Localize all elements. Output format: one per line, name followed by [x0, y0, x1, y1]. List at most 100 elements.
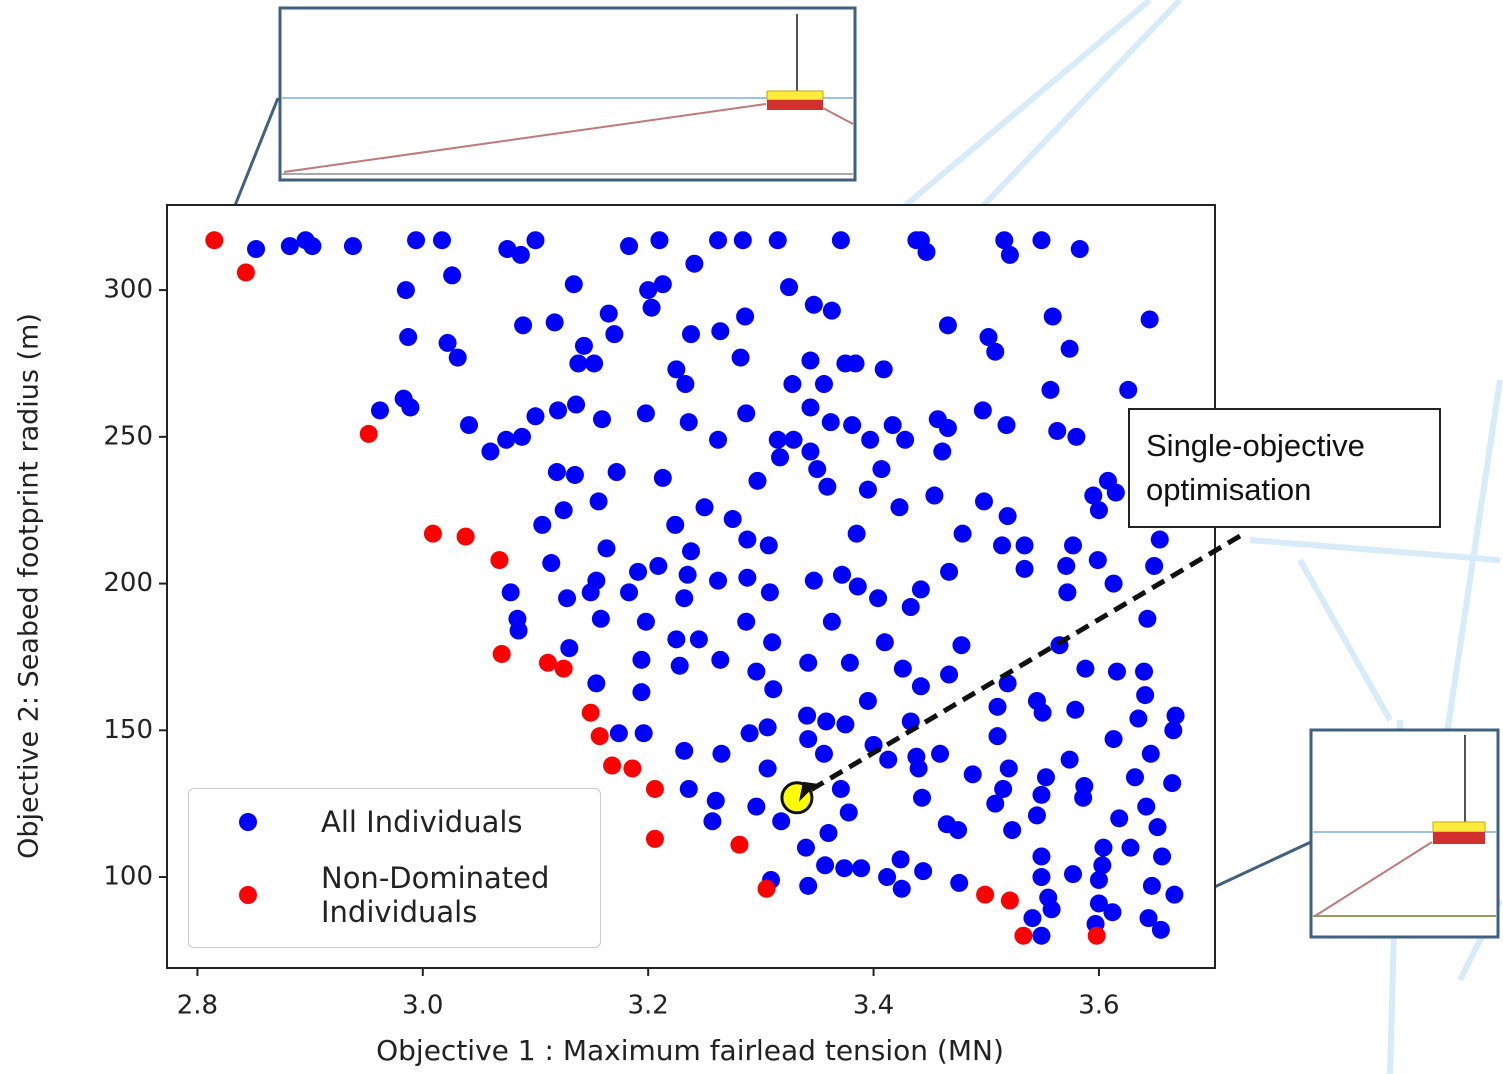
point [1027, 806, 1046, 825]
point [1165, 885, 1184, 904]
point [835, 859, 854, 878]
point [938, 419, 957, 438]
point [423, 524, 442, 543]
point [890, 498, 909, 517]
point [1060, 750, 1079, 769]
point [801, 442, 820, 461]
point [569, 354, 588, 373]
point [979, 328, 998, 347]
point [678, 565, 697, 584]
point [587, 674, 606, 693]
point [1033, 703, 1052, 722]
x-tick-label: 3.6 [1078, 991, 1119, 1021]
point [407, 231, 426, 250]
point [1060, 339, 1079, 358]
point [565, 465, 584, 484]
point [846, 354, 865, 373]
point [709, 231, 728, 250]
point [497, 430, 516, 449]
point [847, 524, 866, 543]
point [858, 480, 877, 499]
point [581, 703, 600, 722]
point [1000, 891, 1019, 910]
point [712, 744, 731, 763]
point [758, 759, 777, 778]
point [974, 492, 993, 511]
point [911, 580, 930, 599]
point [695, 498, 714, 517]
point [1032, 785, 1051, 804]
point [963, 765, 982, 784]
point [1145, 556, 1164, 575]
point [682, 542, 700, 561]
point [950, 873, 969, 892]
point [730, 835, 749, 854]
point [952, 636, 971, 655]
y-axis-label: Objective 2: Seabed footprint radius (m) [14, 313, 45, 859]
x-tick-label: 2.8 [177, 991, 218, 1021]
point [634, 724, 653, 743]
point [768, 430, 787, 449]
point [512, 427, 531, 446]
point [591, 609, 610, 628]
point [1093, 856, 1112, 875]
point [526, 231, 545, 250]
point [642, 298, 661, 317]
point [1142, 876, 1161, 895]
point [736, 307, 755, 326]
point [492, 644, 511, 663]
point [706, 791, 725, 810]
point [804, 295, 823, 314]
legend-marker [239, 886, 257, 904]
point [670, 656, 689, 675]
point [848, 577, 867, 596]
point [438, 333, 457, 352]
point [1104, 574, 1123, 593]
point [481, 442, 500, 461]
point [650, 231, 669, 250]
point [757, 879, 776, 898]
point [993, 536, 1012, 555]
point [1032, 926, 1051, 945]
point [783, 375, 802, 394]
point [772, 812, 791, 831]
point [940, 562, 959, 581]
point [667, 360, 686, 379]
point [1140, 310, 1159, 329]
point [711, 650, 730, 669]
point [1048, 421, 1067, 440]
point [607, 463, 626, 482]
point [359, 424, 378, 443]
point [709, 430, 728, 449]
point [798, 706, 817, 725]
point [861, 430, 880, 449]
point [1070, 240, 1089, 259]
point [542, 554, 561, 573]
point [685, 254, 704, 273]
point [731, 348, 750, 367]
point [1166, 706, 1185, 725]
point [999, 759, 1018, 778]
point [649, 556, 668, 575]
point [784, 430, 803, 449]
point [592, 410, 611, 429]
point [833, 565, 852, 584]
x-tick-label: 3.4 [853, 991, 894, 1021]
point [738, 568, 757, 587]
point [511, 245, 530, 264]
point [1089, 894, 1108, 913]
point [1129, 709, 1148, 728]
point [874, 360, 893, 379]
point [560, 639, 579, 658]
point [836, 715, 855, 734]
point [554, 659, 573, 678]
point [758, 718, 777, 737]
point [1089, 870, 1108, 889]
point [737, 612, 756, 631]
point [509, 621, 528, 640]
point [629, 562, 648, 581]
point [1094, 838, 1113, 857]
legend-label: All Individuals [321, 805, 523, 839]
point [911, 677, 930, 696]
point [940, 665, 959, 684]
